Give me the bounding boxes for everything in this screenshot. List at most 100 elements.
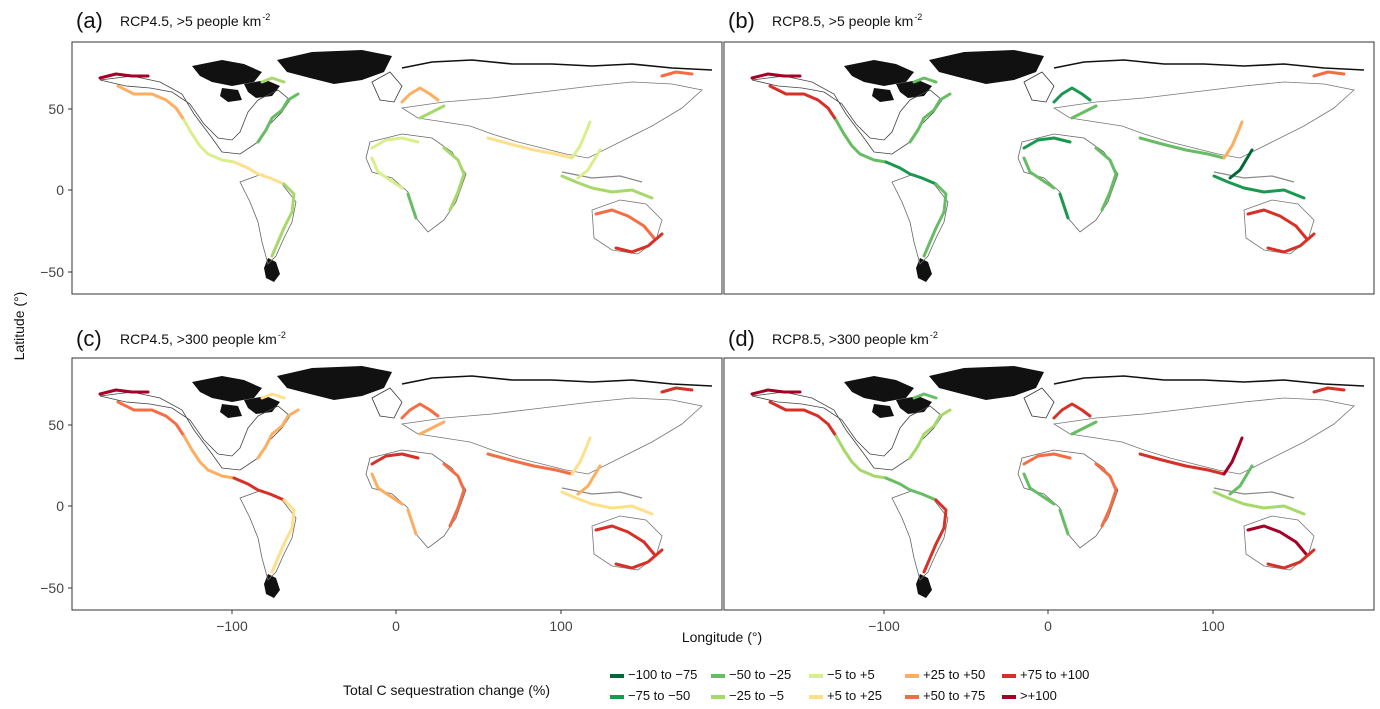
coast-segment <box>406 508 418 536</box>
coast-segment <box>182 434 236 480</box>
coast-segment <box>594 208 656 240</box>
coast-segment <box>442 462 466 528</box>
coast-segment <box>570 120 592 160</box>
coast-segment <box>418 420 446 436</box>
coast-segment <box>1022 452 1072 466</box>
coast-segment <box>1312 386 1346 394</box>
coast-segment <box>614 232 664 254</box>
legend-label: −75 to −50 <box>628 688 690 703</box>
coast-segment <box>1022 472 1056 506</box>
coast-segment <box>750 72 802 80</box>
coast-segment <box>400 402 440 420</box>
panel-d-title-sup: -2 <box>930 330 938 340</box>
legend-label: −5 to +5 <box>827 667 875 682</box>
legend-swatch <box>711 695 725 699</box>
coast-segment <box>594 524 656 556</box>
coast-segment <box>260 76 286 84</box>
y-tick-label: −50 <box>40 580 64 596</box>
panel-d-tag: (d) <box>728 326 755 351</box>
coast-segment <box>370 452 420 466</box>
coast-segment <box>370 136 420 150</box>
coast-segment <box>1094 146 1118 212</box>
coast-segment <box>834 434 888 480</box>
coast-segment <box>232 476 286 502</box>
legend-swatch <box>905 674 919 678</box>
coast-segment <box>1228 464 1254 496</box>
panel-a-title-sup: -2 <box>262 12 270 22</box>
coast-segment <box>834 118 888 164</box>
coast-segment <box>768 84 838 122</box>
coast-segment <box>232 160 286 186</box>
coast-segment <box>660 386 694 394</box>
coast-segment <box>1138 136 1226 160</box>
coast-segment <box>1266 548 1316 570</box>
panel-d <box>723 357 1375 611</box>
coast-segment <box>1070 420 1098 436</box>
coast-segment <box>1052 86 1092 104</box>
coast-segment <box>908 92 952 144</box>
panel-b-title: RCP8.5, >5 people km <box>772 13 913 29</box>
coast-segment <box>1246 208 1308 240</box>
legend-label: +75 to +100 <box>1020 667 1089 682</box>
y-tick-label: 0 <box>56 498 64 514</box>
x-tick-label: 100 <box>1201 618 1225 634</box>
coast-segment <box>116 400 186 438</box>
legend-swatch <box>809 674 823 678</box>
legend-label: −100 to −75 <box>628 667 697 682</box>
coast-segment <box>570 436 592 476</box>
map-panels <box>71 41 1375 611</box>
coast-segment <box>1094 462 1118 528</box>
coast-segment <box>98 388 150 396</box>
legend-swatch <box>1002 674 1016 678</box>
legend-label: +5 to +25 <box>827 688 882 703</box>
legend: Total C sequestration change (%) −100 to … <box>343 667 1089 703</box>
x-axis-label: Longitude (°) <box>682 629 762 645</box>
coast-segment <box>418 104 446 120</box>
panel-a <box>71 41 723 295</box>
coast-segment <box>614 548 664 570</box>
coast-segment <box>1312 70 1346 78</box>
coast-segment <box>486 136 574 160</box>
coast-segment <box>922 498 948 574</box>
y-axis-label: Latitude (°) <box>11 292 27 361</box>
coast-segment <box>1058 508 1070 536</box>
x-tick-label: −100 <box>868 618 900 634</box>
legend-swatch <box>809 695 823 699</box>
panel-b-tag: (b) <box>728 8 755 33</box>
coast-segment <box>406 192 418 220</box>
coast-segment <box>884 476 938 502</box>
coast-segment <box>116 84 186 122</box>
coast-segment <box>400 86 440 104</box>
coast-segment <box>270 182 296 258</box>
y-tick-label: 0 <box>56 182 64 198</box>
coast-segment <box>908 408 952 460</box>
coast-segment <box>98 72 150 80</box>
y-tick-label: −50 <box>40 264 64 280</box>
coast-segment <box>1058 192 1070 220</box>
panel-b <box>723 41 1375 295</box>
coast-segment <box>1212 174 1306 200</box>
coast-segment <box>912 392 938 400</box>
coast-segment <box>260 392 286 400</box>
coast-segment <box>1222 120 1244 160</box>
x-tick-label: 100 <box>549 618 573 634</box>
coast-segment <box>560 174 654 200</box>
panel-a-title: RCP4.5, >5 people km <box>120 13 261 29</box>
x-tick-label: 0 <box>1044 618 1052 634</box>
coast-segment <box>270 498 296 574</box>
coast-segment <box>370 156 404 190</box>
panel-c <box>71 357 723 611</box>
x-tick-label: 0 <box>392 618 400 634</box>
panel-d-title: RCP8.5, >300 people km <box>772 331 929 347</box>
coast-segment <box>912 76 938 84</box>
y-tick-label: 50 <box>48 101 64 117</box>
coast-segment <box>560 490 654 516</box>
coast-segment <box>1138 452 1226 476</box>
coast-segment <box>1228 148 1254 180</box>
legend-label: −25 to −5 <box>729 688 784 703</box>
legend-swatch <box>610 695 624 699</box>
x-tick-label: −100 <box>216 618 248 634</box>
panel-c-tag: (c) <box>76 326 102 351</box>
legend-label: +50 to +75 <box>923 688 985 703</box>
legend-swatch <box>1002 695 1016 699</box>
